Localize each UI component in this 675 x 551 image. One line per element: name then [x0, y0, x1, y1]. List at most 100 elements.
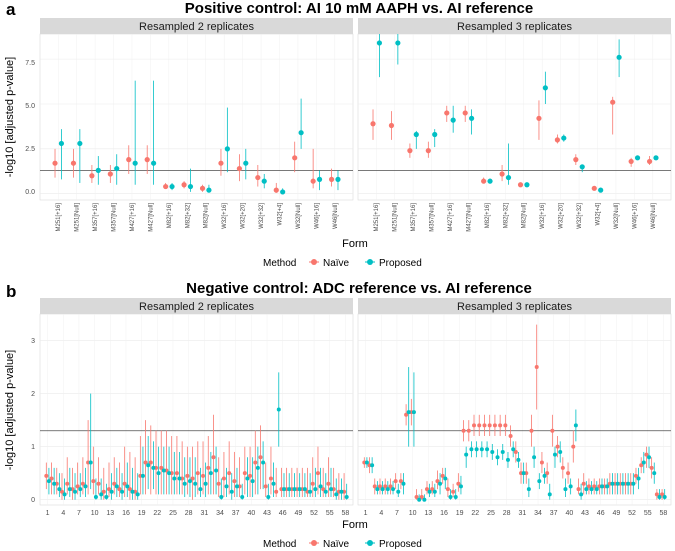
proposed-point: [453, 495, 458, 500]
proposed-point: [172, 476, 177, 481]
proposed-point: [657, 495, 662, 500]
proposed-point: [579, 492, 584, 497]
proposed-point: [616, 54, 622, 60]
proposed-point: [542, 473, 547, 478]
naive-point: [586, 484, 591, 489]
proposed-point: [511, 447, 516, 452]
proposed-point: [662, 495, 667, 500]
proposed-point: [584, 487, 589, 492]
panel-b-xtick-label: 19: [138, 510, 146, 517]
panel-b-xtick-label: 52: [310, 510, 318, 517]
panel-a-xtick-label: M251[Null]: [75, 203, 81, 232]
panel-b-xtick-label: 13: [424, 510, 432, 517]
proposed-point: [561, 135, 567, 141]
naive-point: [377, 484, 382, 489]
proposed-point: [224, 484, 229, 489]
proposed-point: [417, 497, 422, 502]
proposed-point: [146, 463, 151, 468]
naive-point: [517, 182, 524, 188]
proposed-point: [653, 155, 659, 161]
proposed-point: [432, 489, 437, 494]
proposed-point: [214, 468, 219, 473]
proposed-point: [130, 489, 135, 494]
panel-b-strip-left: [40, 298, 353, 314]
panel-a-xtick-label: W32[+4]: [595, 203, 601, 226]
proposed-point: [448, 495, 453, 500]
panel-a-xtick-label: M82[Null]: [204, 203, 210, 229]
panel-a-legend-proposed-key: [367, 259, 373, 265]
naive-point: [236, 165, 242, 172]
panel-b-strip-right-label: Resampled 3 replicates: [457, 301, 572, 313]
proposed-point: [636, 476, 641, 481]
panel-b-xtick-label: 4: [379, 510, 383, 517]
proposed-point: [203, 481, 208, 486]
naive-point: [326, 481, 331, 486]
naive-point: [440, 473, 445, 478]
panel-a-xtick-label: M82[+32]: [185, 203, 191, 229]
naive-point: [383, 484, 388, 489]
naive-point: [211, 455, 216, 460]
panel-b-strip-right: [358, 298, 671, 314]
proposed-point: [450, 117, 456, 123]
panel-a-xtick-label: W46[Null]: [651, 203, 657, 229]
panel-a-xtick-label: M427[+16]: [130, 203, 136, 232]
naive-point: [70, 160, 77, 166]
naive-point: [414, 495, 419, 500]
naive-point: [425, 487, 430, 492]
naive-point: [89, 173, 95, 179]
naive-point: [206, 465, 211, 470]
proposed-point: [485, 447, 490, 452]
proposed-point: [610, 481, 615, 486]
naive-point: [310, 481, 315, 486]
proposed-point: [641, 460, 646, 465]
naive-point: [539, 460, 544, 465]
proposed-point: [542, 85, 548, 91]
panel-a-legend-naive-key: [311, 259, 317, 265]
proposed-point: [376, 40, 383, 46]
panel-a-ytick-label: 2.5: [25, 146, 35, 153]
naive-point: [573, 157, 579, 163]
panel-b-xtick-label: 7: [395, 510, 399, 517]
naive-point: [481, 178, 487, 184]
naive-point: [419, 495, 424, 500]
panel-b-xtick-label: 34: [216, 510, 224, 517]
proposed-point: [67, 487, 72, 492]
panel-a-xtick-label: W32[+32]: [259, 203, 265, 229]
naive-point: [315, 471, 320, 476]
proposed-point: [135, 492, 140, 497]
panel-a-xtick-label: W32[+20]: [241, 203, 247, 229]
naive-point: [404, 412, 409, 417]
panel-b-xtick-label: 40: [565, 510, 573, 517]
proposed-point: [652, 471, 657, 476]
naive-point: [268, 476, 273, 481]
naive-point: [529, 428, 534, 433]
naive-point: [255, 174, 261, 181]
proposed-point: [169, 183, 175, 190]
panel-a-xlabel: Form: [342, 238, 368, 250]
naive-point: [65, 481, 70, 486]
naive-point: [107, 171, 113, 177]
proposed-point: [240, 495, 245, 500]
panel-b-ylabel: -log10 [adjusted p-value]: [4, 350, 16, 470]
panel-a-xtick-label: W32[+20]: [559, 203, 565, 229]
proposed-point: [537, 479, 542, 484]
panel-a-ytick-label: 0.0: [25, 189, 35, 196]
proposed-point: [318, 484, 323, 489]
panel-b-xtick-label: 49: [294, 510, 302, 517]
naive-point: [91, 479, 96, 484]
proposed-point: [109, 489, 114, 494]
proposed-point: [243, 160, 249, 166]
proposed-point: [620, 481, 625, 486]
proposed-point: [335, 176, 341, 182]
naive-point: [126, 157, 132, 163]
naive-point: [221, 476, 226, 481]
panel-a-legend-title: Method: [263, 258, 296, 269]
proposed-point: [57, 487, 62, 492]
proposed-point: [62, 492, 67, 497]
naive-point: [52, 160, 58, 166]
proposed-point: [422, 497, 427, 502]
proposed-point: [78, 487, 83, 492]
naive-point: [101, 489, 106, 494]
naive-point: [370, 121, 376, 127]
proposed-point: [634, 155, 641, 161]
